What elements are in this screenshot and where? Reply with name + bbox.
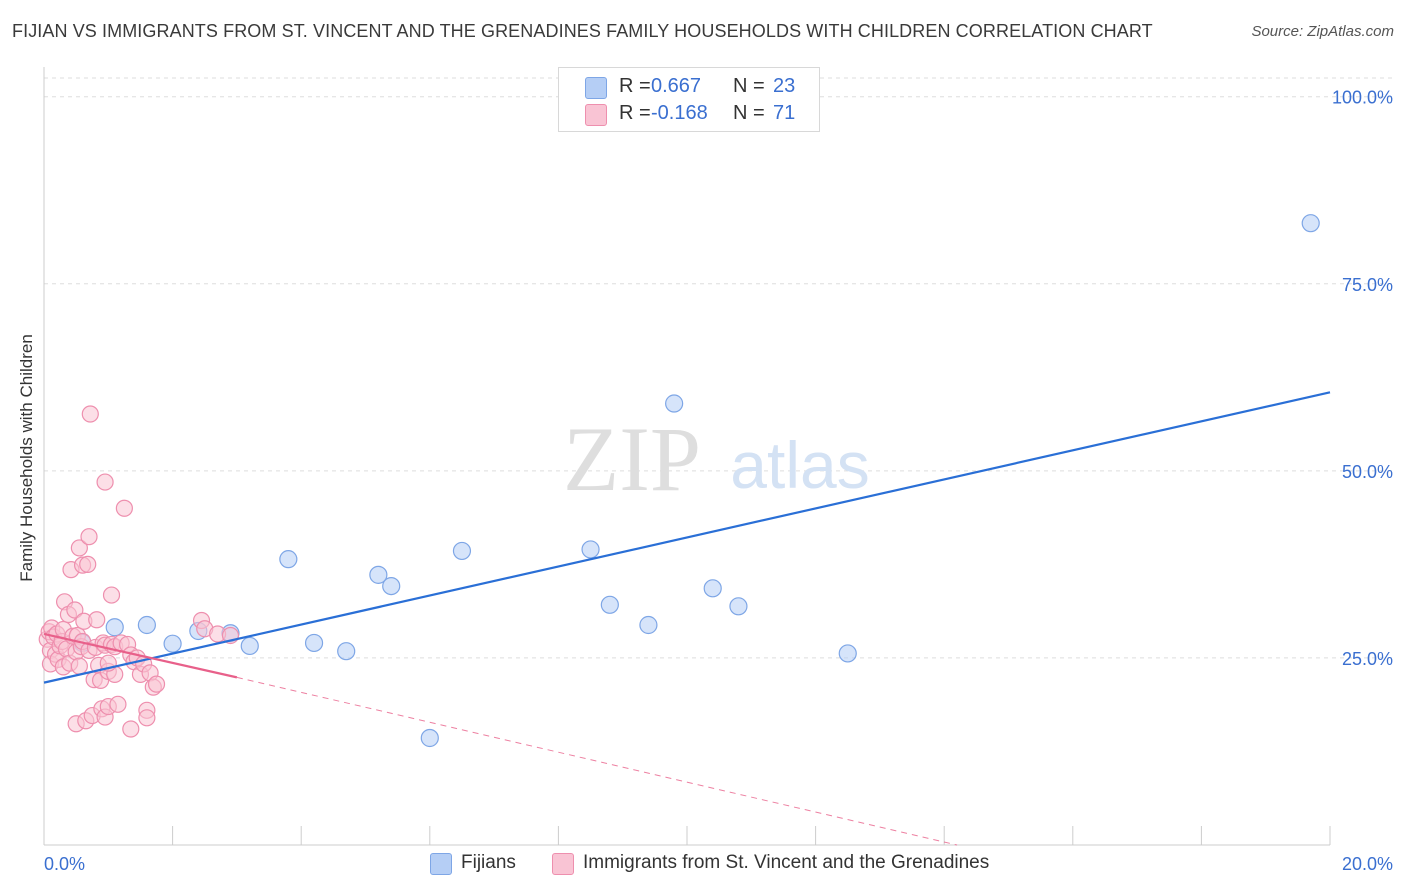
immigrant-point: [96, 473, 114, 491]
legend-r-label: R =: [619, 75, 651, 97]
fijian-point: [581, 540, 600, 559]
y-tick-label: 75.0%: [1342, 275, 1393, 295]
y-tick-label: 50.0%: [1342, 462, 1393, 482]
watermark: ZIP atlas: [563, 408, 870, 510]
fijian-point: [279, 550, 298, 569]
grid-layer: [44, 77, 1395, 659]
immigrant-point: [70, 539, 88, 557]
immigrant-point: [88, 611, 106, 629]
bottom-legend-swatch-immigrants: [552, 853, 574, 875]
legend-n-label: N =: [733, 75, 765, 97]
y-tick-label: 25.0%: [1342, 649, 1393, 669]
fijian-point: [729, 597, 748, 616]
immigrant-point: [138, 709, 156, 727]
watermark-atlas: atlas: [730, 428, 869, 502]
fijian-point: [240, 636, 259, 656]
immigrant-point: [80, 528, 98, 546]
correlation-legend: R = 0.667 N = 23 R = -0.168 N = 71: [558, 67, 820, 132]
fijian-point: [137, 615, 156, 635]
legend-r-value: -0.168: [651, 102, 708, 124]
immigrant-point: [102, 586, 121, 604]
fijian-point: [452, 541, 472, 561]
fijian-point: [382, 576, 401, 596]
immigrant-point: [122, 720, 140, 738]
immigrant-trend-extension: [236, 676, 958, 846]
fijian-point: [665, 394, 684, 413]
immigrant-point: [81, 405, 99, 423]
fijian-point: [639, 615, 658, 635]
immigrant-point: [79, 555, 97, 573]
fijian-point: [304, 633, 324, 653]
trend-layer: [43, 391, 1331, 846]
legend-swatch-fijians: [585, 77, 607, 99]
fijian-point: [369, 565, 388, 584]
watermark-zip: ZIP: [563, 408, 701, 510]
fijian-point: [838, 644, 857, 663]
points-layer: [38, 214, 1320, 748]
legend-r-value: 0.667: [651, 75, 702, 97]
immigrant-point: [115, 499, 133, 517]
legend-swatch-immigrants: [585, 104, 607, 126]
fijian-point: [703, 579, 722, 598]
fijian-point: [600, 595, 619, 614]
source-label: Source: ZipAtlas.com: [1251, 23, 1394, 40]
bottom-legend-label-immigrants: Immigrants from St. Vincent and the Gren…: [583, 852, 990, 873]
chart-title: FIJIAN VS IMMIGRANTS FROM ST. VINCENT AN…: [12, 21, 1153, 41]
legend-n-value: 23: [773, 75, 796, 97]
fijian-point: [163, 634, 182, 653]
fijian-point: [1301, 214, 1320, 233]
fijian-point: [420, 728, 439, 748]
bottom-legend-label-fijians: Fijians: [461, 852, 516, 873]
legend-n-value: 71: [773, 102, 796, 124]
fijian-trend-line: [43, 391, 1331, 684]
axis-layer: [43, 67, 1331, 846]
y-tick-label: 100.0%: [1332, 88, 1393, 108]
bottom-legend-swatch-fijians: [430, 853, 452, 875]
legend-r-label: R =: [619, 102, 651, 124]
tick-layer: 25.0% 50.0% 75.0% 100.0% 0.0% 20.0%: [44, 88, 1393, 874]
immigrant-point: [70, 657, 88, 675]
x-tick-label-max: 20.0%: [1342, 854, 1393, 874]
immigrant-trend-line: [43, 632, 238, 679]
fijian-point: [337, 642, 356, 661]
immigrant-point: [66, 601, 84, 619]
x-tick-label-min: 0.0%: [44, 854, 85, 874]
fijian-point: [105, 618, 124, 637]
immigrant-point: [147, 675, 166, 693]
immigrant-point: [109, 695, 127, 713]
legend-n-label: N =: [733, 102, 765, 124]
